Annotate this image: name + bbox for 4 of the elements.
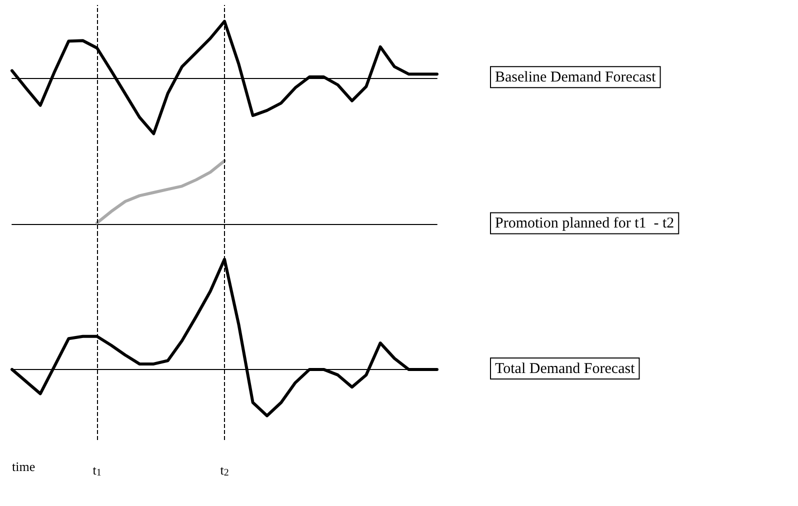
text: Promotion planned for t1 - t2 xyxy=(495,216,674,232)
text: Total Demand Forecast xyxy=(495,360,636,377)
x-axis-title: time xyxy=(12,459,36,474)
text: Baseline Demand Forecast xyxy=(495,70,657,86)
